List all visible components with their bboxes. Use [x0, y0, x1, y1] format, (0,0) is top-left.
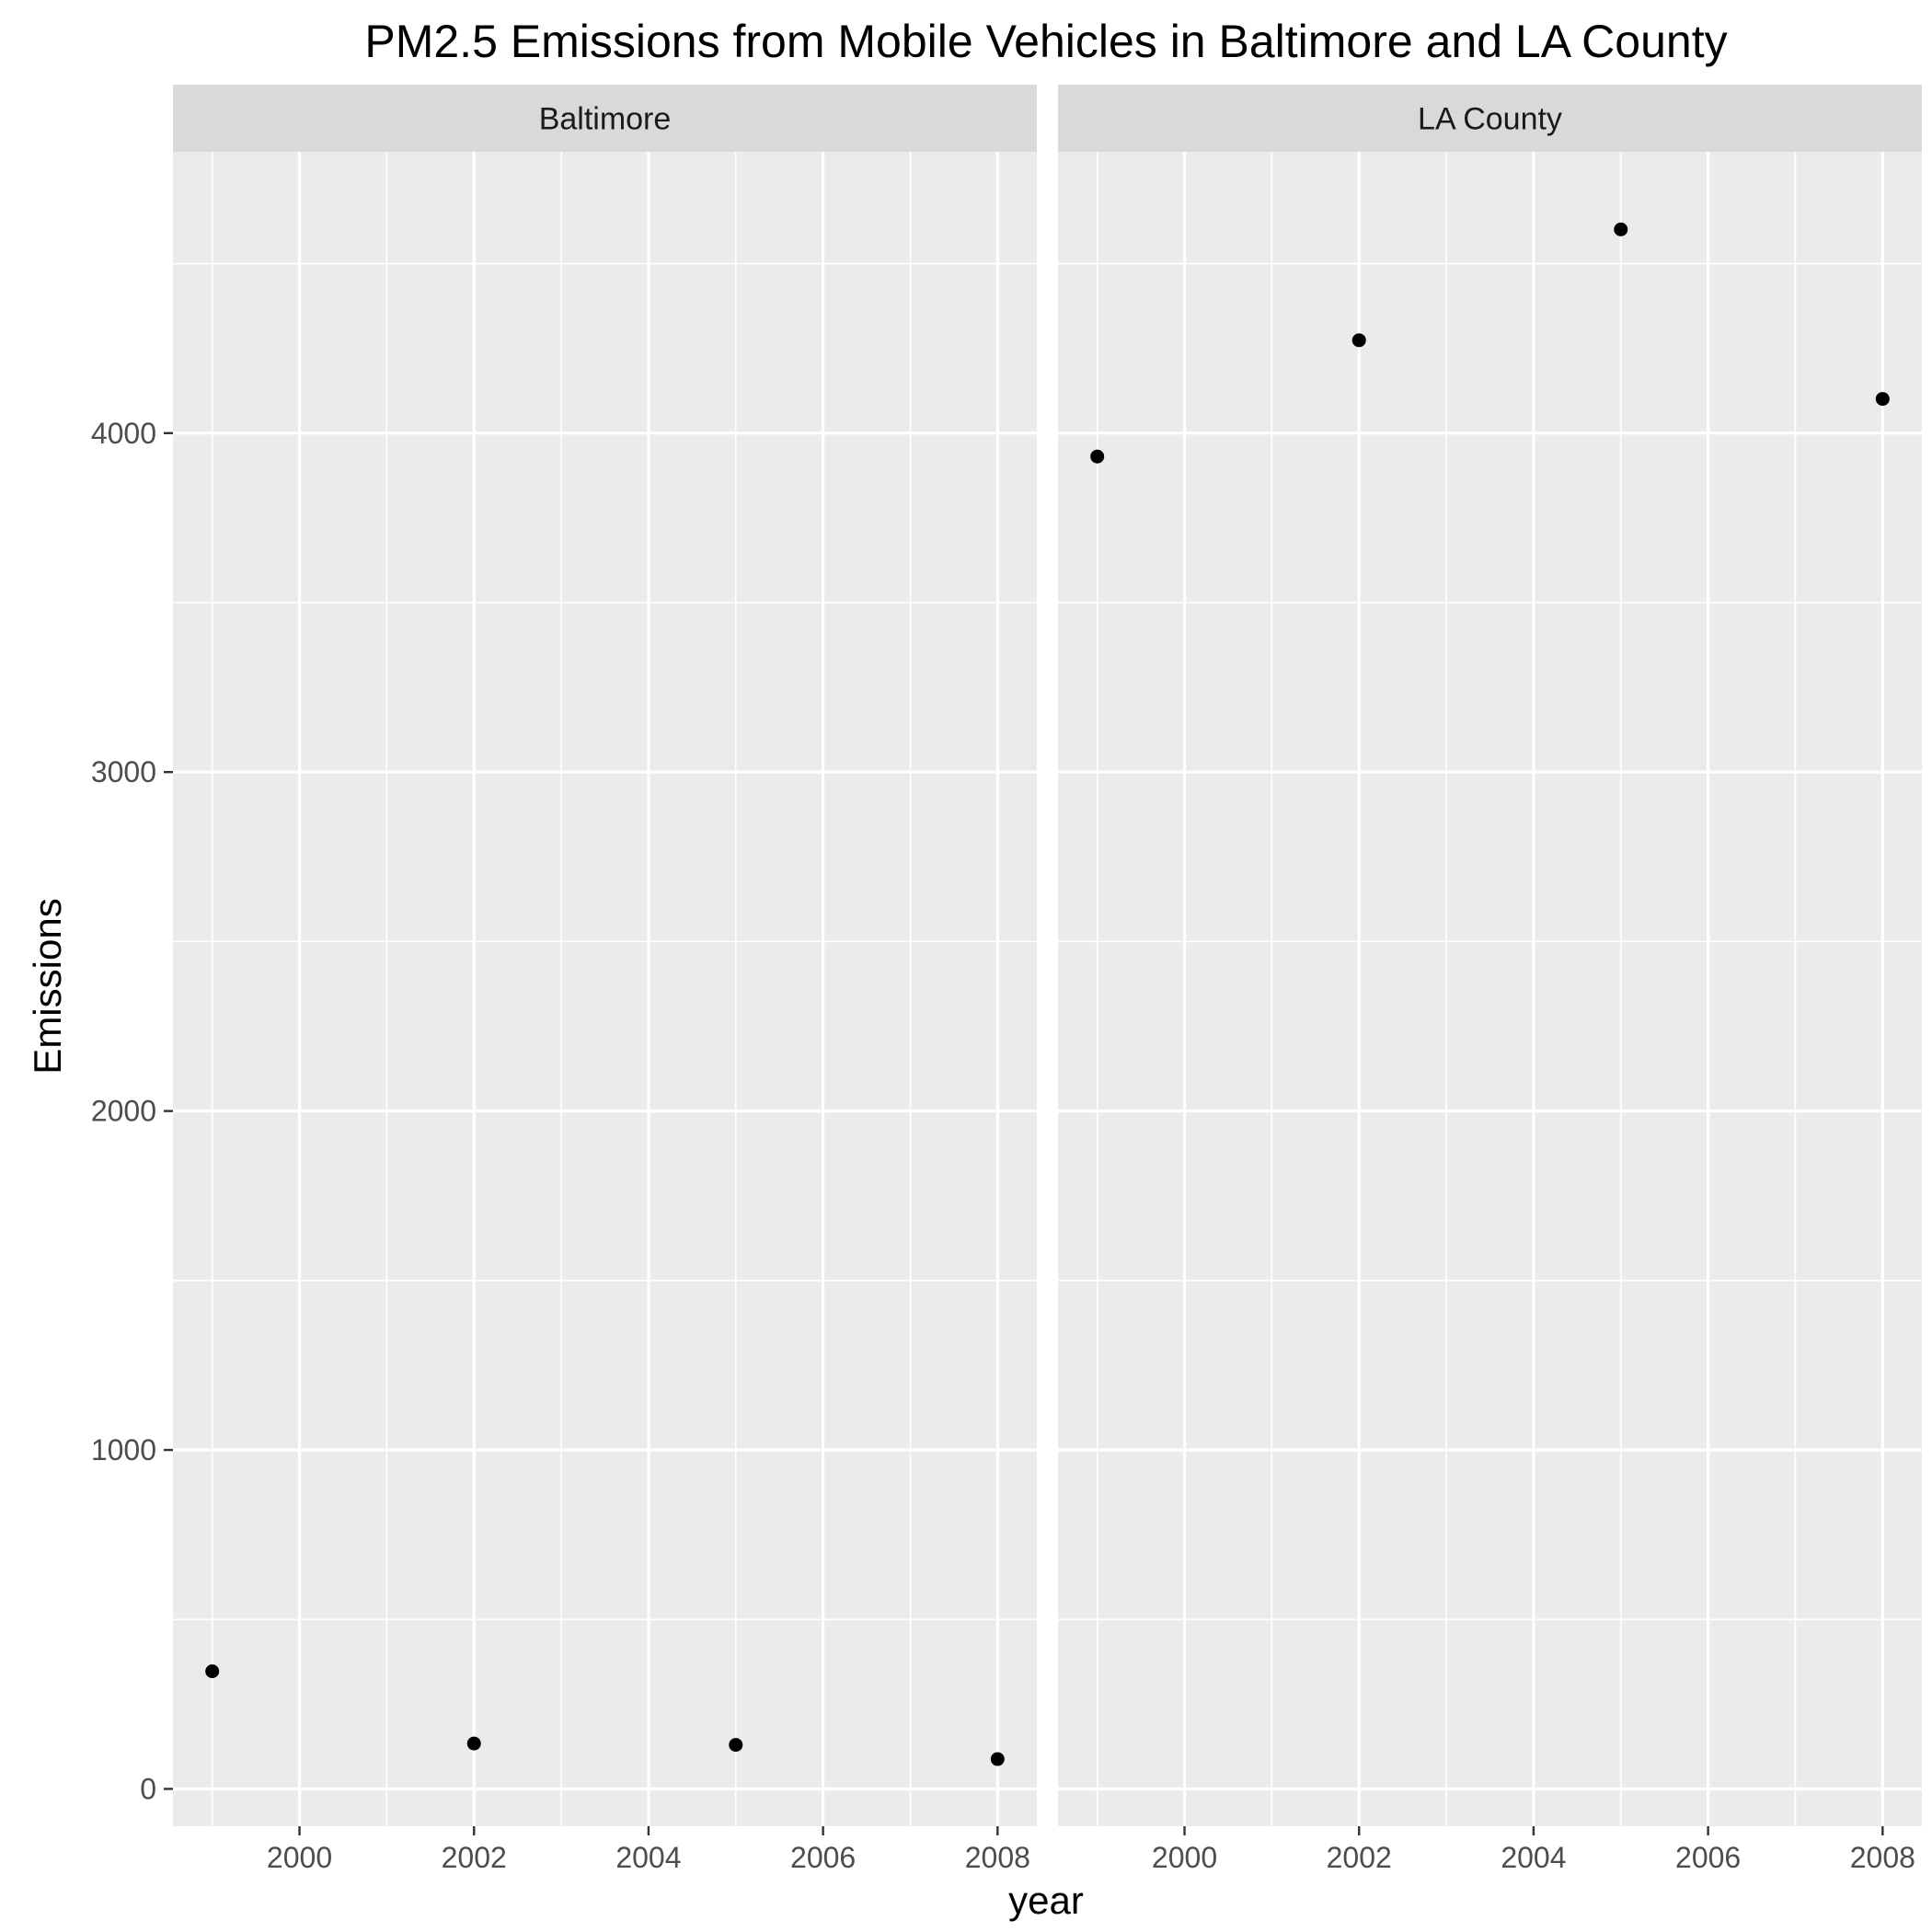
x-tick-label: 2002 — [442, 1841, 507, 1874]
facet-panel-1: LA County 2000 2002 2004 2006 2008 — [1058, 85, 1922, 1874]
x-tick-label: 2004 — [1501, 1841, 1566, 1874]
y-axis-title: Emissions — [26, 898, 69, 1074]
x-tick-label: 2002 — [1327, 1841, 1392, 1874]
y-tick-label: 2000 — [91, 1095, 156, 1128]
y-tick-label: 4000 — [91, 417, 156, 450]
x-axis-title: year — [1008, 1879, 1084, 1922]
x-tick-label: 2006 — [1675, 1841, 1741, 1874]
x-tick-label: 2008 — [1850, 1841, 1915, 1874]
facet-strip-label: Baltimore — [539, 102, 672, 137]
data-point — [1351, 333, 1366, 348]
x-tick-label: 2000 — [267, 1841, 332, 1874]
chart-title: PM2.5 Emissions from Mobile Vehicles in … — [364, 16, 1727, 67]
data-point — [205, 1664, 220, 1679]
y-axis: 0 1000 2000 3000 4000 — [91, 417, 173, 1805]
facet-strip-label: LA County — [1418, 102, 1562, 137]
y-tick-label: 3000 — [91, 755, 156, 788]
y-tick-label: 0 — [140, 1772, 156, 1805]
facet-panel-0: Baltimore 2000 2002 2004 2006 2008 — [173, 85, 1037, 1874]
data-point — [729, 1738, 743, 1753]
data-point — [1875, 392, 1890, 407]
facet-panels: Baltimore 2000 2002 2004 2006 2008 LA County 20… — [173, 85, 1922, 1874]
panel-background — [173, 152, 1037, 1826]
x-tick-label: 2000 — [1152, 1841, 1217, 1874]
x-tick-label: 2008 — [965, 1841, 1030, 1874]
x-tick-label: 2004 — [615, 1841, 681, 1874]
x-tick-label: 2006 — [790, 1841, 856, 1874]
data-point — [466, 1736, 481, 1751]
facet-strip — [1058, 85, 1922, 152]
data-point — [1090, 449, 1105, 464]
data-point — [990, 1752, 1005, 1766]
y-tick-label: 1000 — [91, 1433, 156, 1466]
panel-background — [1058, 152, 1922, 1826]
facet-strip — [173, 85, 1037, 152]
data-point — [1614, 222, 1628, 236]
